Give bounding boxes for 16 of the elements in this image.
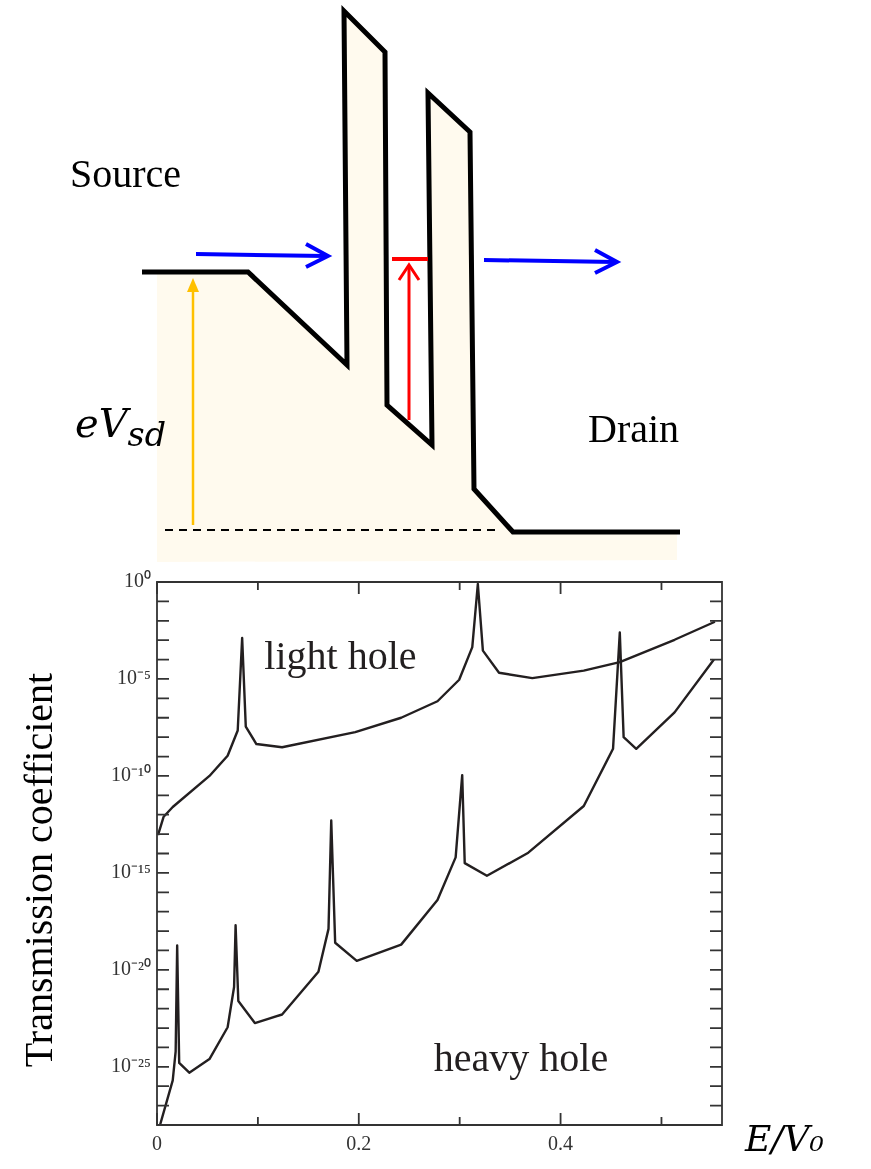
text: heavy hole [433,1034,609,1080]
x-tick-label: 0.4 [548,1132,574,1155]
y-tick-label: 10⁻¹⁵ [111,860,151,883]
series-label: light hole [264,632,417,678]
text: Drain [588,405,680,452]
y-tick-label: 10⁻²⁵ [111,1054,151,1077]
y-tick-label: 10⁻¹⁰ [111,763,151,786]
x-tick-label: 0.2 [346,1132,372,1155]
text: eV$_{sd}$ [75,400,167,454]
y-tick-label: 10⁻²⁰ [111,957,151,980]
text: Source [70,150,182,197]
x-tick-label: 0 [152,1132,162,1155]
y-tick-label: 10⁻⁵ [117,666,151,689]
y-tick-label: 10⁰ [124,569,151,592]
y-axis-title: Transmission coefficient [14,672,62,1068]
x-axis-title: E/V₀ [745,1118,824,1159]
